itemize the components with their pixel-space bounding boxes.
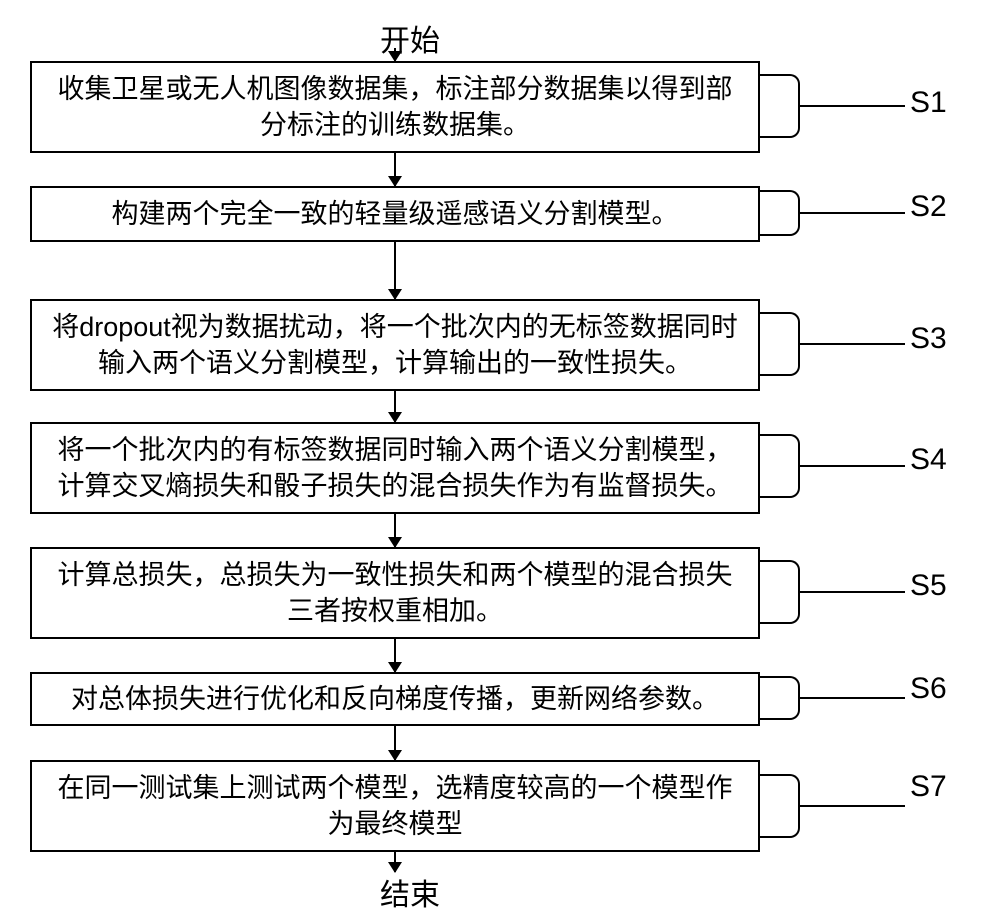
arrow-4 (394, 514, 396, 547)
bracket-s4 (760, 434, 800, 498)
step-box-s7: 在同一测试集上测试两个模型，选精度较高的一个模型作为最终模型 (30, 760, 760, 852)
step-label-s7: S7 (910, 770, 947, 804)
bracket-s2 (760, 190, 800, 236)
arrow-0 (394, 48, 396, 61)
step-box-s4: 将一个批次内的有标签数据同时输入两个语义分割模型，计算交叉熵损失和骰子损失的混合… (30, 422, 760, 514)
step-label-s5: S5 (910, 569, 947, 603)
step-label-s4: S4 (910, 443, 947, 477)
step-label-s2: S2 (910, 190, 947, 224)
step-text: 构建两个完全一致的轻量级遥感语义分割模型。 (112, 196, 679, 232)
step-text: 收集卫星或无人机图像数据集，标注部分数据集以得到部分标注的训练数据集。 (46, 71, 744, 144)
connector-s5 (800, 591, 905, 593)
arrow-3 (394, 391, 396, 422)
bracket-s5 (760, 560, 800, 624)
connector-s1 (800, 105, 905, 107)
step-box-s5: 计算总损失，总损失为一致性损失和两个模型的混合损失三者按权重相加。 (30, 547, 760, 639)
bracket-s6 (760, 676, 800, 720)
bracket-s3 (760, 312, 800, 376)
step-text: 计算总损失，总损失为一致性损失和两个模型的混合损失三者按权重相加。 (46, 557, 744, 630)
arrow-1 (394, 153, 396, 186)
flowchart-canvas: 开始 结束 收集卫星或无人机图像数据集，标注部分数据集以得到部分标注的训练数据集… (0, 0, 1000, 917)
step-box-s6: 对总体损失进行优化和反向梯度传播，更新网络参数。 (30, 672, 760, 726)
connector-s2 (800, 212, 905, 214)
connector-s7 (800, 805, 905, 807)
connector-s4 (800, 465, 905, 467)
step-box-s3: 将dropout视为数据扰动，将一个批次内的无标签数据同时输入两个语义分割模型，… (30, 299, 760, 391)
connector-s3 (800, 343, 905, 345)
end-terminal: 结束 (30, 870, 790, 914)
arrow-2 (394, 242, 396, 299)
step-label-s6: S6 (910, 672, 947, 706)
bracket-s7 (760, 774, 800, 838)
step-box-s2: 构建两个完全一致的轻量级遥感语义分割模型。 (30, 186, 760, 242)
step-label-s3: S3 (910, 322, 947, 356)
arrow-6 (394, 726, 396, 760)
step-box-s1: 收集卫星或无人机图像数据集，标注部分数据集以得到部分标注的训练数据集。 (30, 61, 760, 153)
step-text: 在同一测试集上测试两个模型，选精度较高的一个模型作为最终模型 (46, 770, 744, 843)
step-text: 将dropout视为数据扰动，将一个批次内的无标签数据同时输入两个语义分割模型，… (46, 309, 744, 382)
arrow-7 (394, 852, 396, 872)
step-label-s1: S1 (910, 86, 947, 120)
step-text: 对总体损失进行优化和反向梯度传播，更新网络参数。 (71, 681, 719, 717)
connector-s6 (800, 697, 905, 699)
arrow-5 (394, 639, 396, 672)
start-terminal: 开始 (30, 16, 790, 60)
step-text: 将一个批次内的有标签数据同时输入两个语义分割模型，计算交叉熵损失和骰子损失的混合… (46, 432, 744, 505)
bracket-s1 (760, 74, 800, 138)
